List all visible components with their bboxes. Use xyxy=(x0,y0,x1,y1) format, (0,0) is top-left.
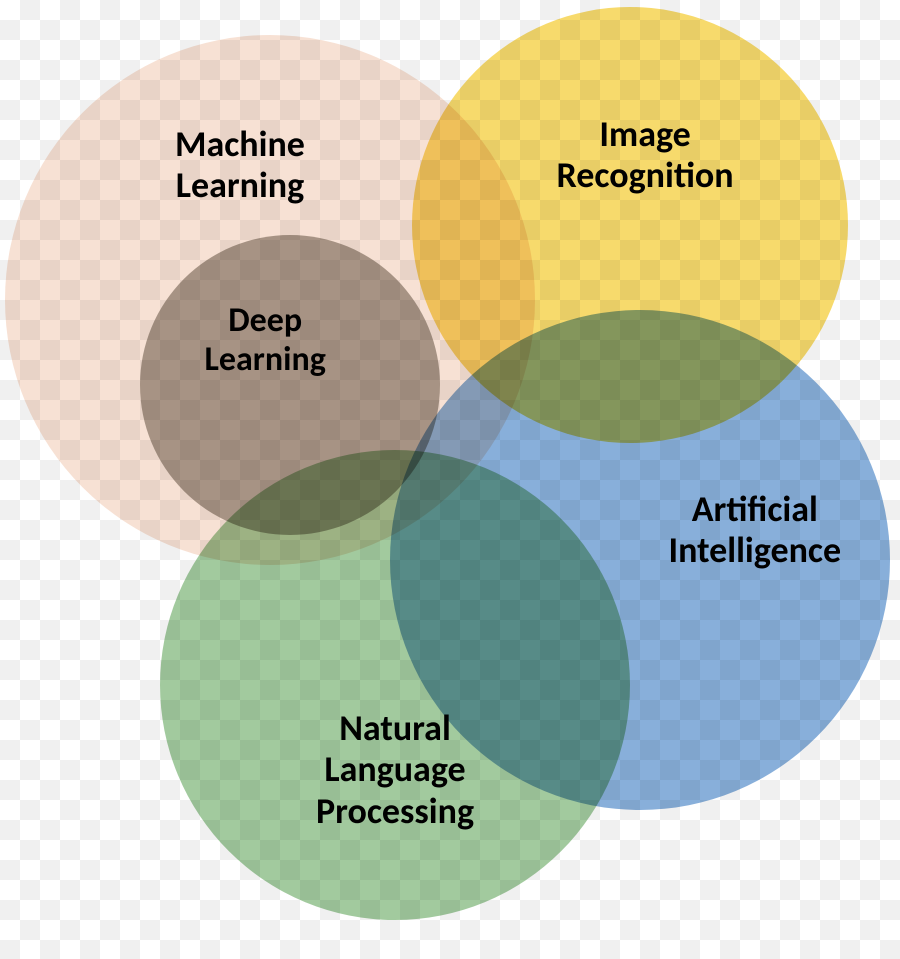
machine-learning-label: Machine Learning xyxy=(175,124,305,207)
venn-diagram: Machine Learning Image Recognition Deep Le… xyxy=(0,0,900,959)
artificial-intelligence-label: Artificial Intelligence xyxy=(669,489,842,572)
image-recognition-label: Image Recognition xyxy=(557,114,734,197)
circle-natural-language-processing xyxy=(160,450,630,920)
natural-language-processing-label: Natural Language Processing xyxy=(316,708,474,832)
deep-learning-label: Deep Learning xyxy=(205,301,326,379)
